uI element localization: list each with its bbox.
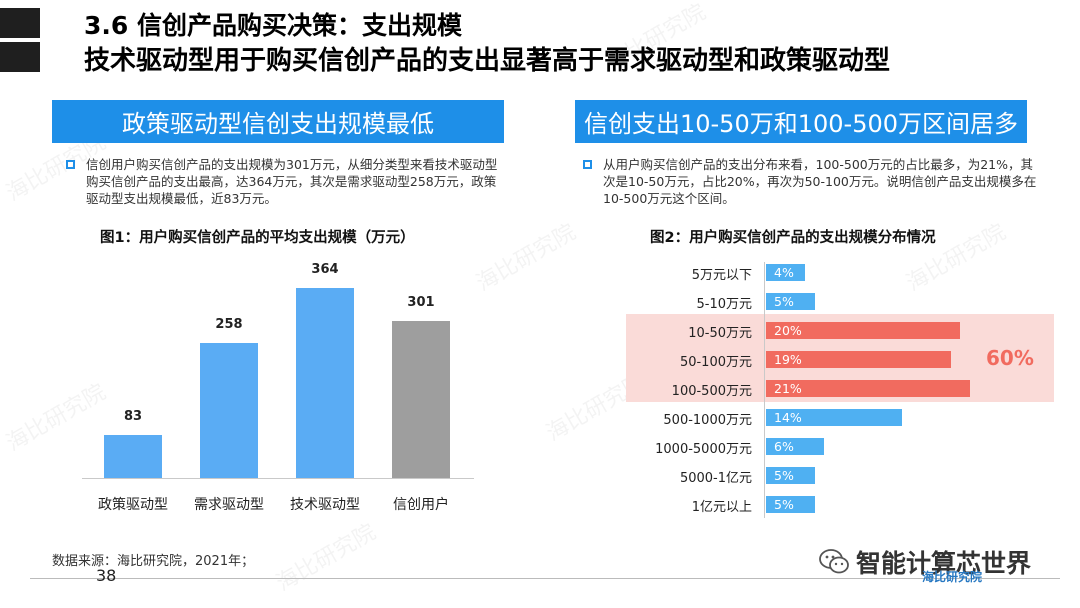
figure2-category-label: 100-500万元 xyxy=(671,384,752,399)
page-subtitle: 技术驱动型用于购买信创产品的支出显著高于需求驱动型和政策驱动型 xyxy=(84,46,891,76)
figure1-value-label: 364 xyxy=(311,262,339,277)
figure1-bar xyxy=(200,343,258,478)
page-number: 38 xyxy=(96,566,117,585)
figure2-value-label: 5% xyxy=(774,468,794,483)
figure2-category-label: 1亿元以上 xyxy=(691,500,752,515)
figure2-category-label: 1000-5000万元 xyxy=(655,442,752,457)
figure1-x-axis xyxy=(82,478,474,479)
figure1-category-label: 需求驱动型 xyxy=(194,497,264,513)
title-accent-bar xyxy=(0,8,40,38)
figure1-category-label: 政策驱动型 xyxy=(98,497,168,513)
highlight-total-label: 60% xyxy=(986,346,1034,370)
title-accent-bar xyxy=(0,42,40,72)
figure1-bar xyxy=(392,320,450,478)
brand-mark: 智能计算芯世界 xyxy=(818,544,1031,580)
page-title: 3.6 信创产品购买决策：支出规模 xyxy=(84,11,462,40)
figure2-title: 图2：用户购买信创产品的支出规模分布情况 xyxy=(650,230,936,246)
left-bullet-paragraph: 信创用户购买信创产品的支出规模为301万元，从细分类型来看技术驱动型购买信创产品… xyxy=(66,156,506,210)
right-bullet-paragraph: 从用户购买信创产品的支出分布来看，100-500万元的占比最多，为21%，其次是… xyxy=(583,156,1043,210)
figure2-bar: 14% xyxy=(766,409,902,426)
right-bullet-text: 从用户购买信创产品的支出分布来看，100-500万元的占比最多，为21%，其次是… xyxy=(603,157,1037,206)
figure2-category-label: 10-50万元 xyxy=(688,326,752,341)
figure2-value-label: 14% xyxy=(774,410,802,425)
left-section-banner: 政策驱动型信创支出规模最低 xyxy=(52,100,504,143)
figure1-value-label: 258 xyxy=(215,317,243,333)
figure2-category-label: 500-1000万元 xyxy=(663,413,752,428)
figure1-bar xyxy=(296,288,354,478)
watermark: 海比研究院 xyxy=(269,515,380,598)
data-source-note: 数据来源：海比研究院，2021年； xyxy=(52,554,255,569)
figure1-value-label: 83 xyxy=(123,408,143,424)
figure1-category-label: 信创用户 xyxy=(393,497,449,513)
figure2-value-label: 6% xyxy=(774,439,794,454)
figure2-bar: 20% xyxy=(766,322,961,339)
figure2-value-label: 4% xyxy=(774,265,794,280)
figure2-bar: 19% xyxy=(766,351,951,368)
figure2-bar: 5% xyxy=(766,496,815,513)
wechat-icon xyxy=(819,549,849,574)
watermark: 海比研究院 xyxy=(0,375,111,458)
figure2-value-label: 19% xyxy=(774,352,802,367)
figure1-bar xyxy=(104,434,162,478)
figure2-bar: 21% xyxy=(766,380,970,397)
figure2-value-label: 21% xyxy=(774,381,802,396)
figure2-bar: 6% xyxy=(766,438,825,455)
figure1-category-label: 技术驱动型 xyxy=(290,497,360,513)
figure2-value-label: 5% xyxy=(774,294,794,309)
figure1-value-label: 301 xyxy=(407,294,435,310)
bullet-square-icon xyxy=(66,160,75,169)
figure2-category-label: 5000-1亿元 xyxy=(679,471,752,486)
brand-name: 智能计算芯世界 xyxy=(856,549,1032,578)
watermark: 海比研究院 xyxy=(469,215,580,298)
figure2-value-label: 5% xyxy=(774,497,794,512)
bullet-square-icon xyxy=(583,160,592,169)
figure1-title: 图1：用户购买信创产品的平均支出规模（万元） xyxy=(100,230,415,246)
figure2-y-axis xyxy=(764,262,765,518)
figure2-bar: 4% xyxy=(766,264,805,281)
figure2-category-label: 5-10万元 xyxy=(696,297,752,312)
figure2-value-label: 20% xyxy=(774,323,802,338)
brand-logo: 海比研究院 xyxy=(922,570,983,584)
figure2-bar: 5% xyxy=(766,293,815,310)
figure2-category-label: 5万元以下 xyxy=(691,268,752,283)
figure2-bar: 5% xyxy=(766,467,815,484)
footer-divider xyxy=(30,578,1060,579)
left-bullet-text: 信创用户购买信创产品的支出规模为301万元，从细分类型来看技术驱动型购买信创产品… xyxy=(86,157,498,206)
figure2-category-label: 50-100万元 xyxy=(679,355,752,370)
right-section-banner: 信创支出10-50万和100-500万区间居多 xyxy=(575,100,1027,143)
